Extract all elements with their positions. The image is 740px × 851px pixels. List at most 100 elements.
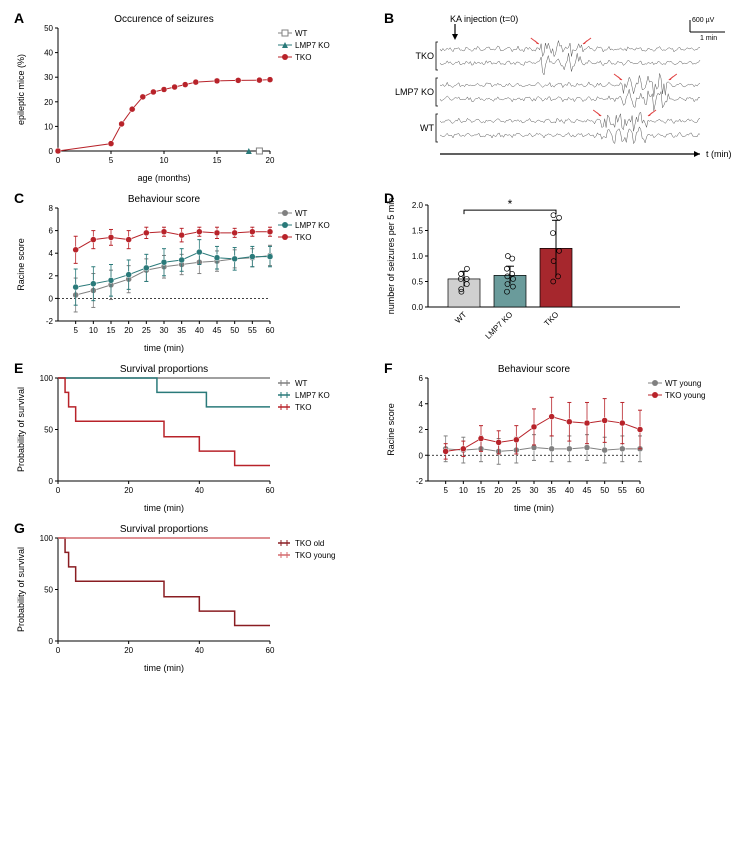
svg-text:600 µV: 600 µV [692,17,715,24]
svg-text:20: 20 [44,98,53,107]
svg-text:40: 40 [195,646,204,655]
panel-C: C Behaviour score-2024685101520253035404… [10,190,380,360]
svg-text:4: 4 [49,249,54,258]
svg-text:LMP7 KO: LMP7 KO [484,310,515,341]
svg-text:TKO young: TKO young [665,391,705,400]
svg-text:0: 0 [49,477,54,486]
svg-text:WT young: WT young [665,379,701,388]
svg-text:60: 60 [266,326,275,335]
svg-text:Survival proportions: Survival proportions [120,524,208,535]
svg-text:LMP7 KO: LMP7 KO [295,41,330,50]
panel-E: E Survival proportions0501000204060time … [10,360,380,520]
chart-D: 0.00.51.01.52.0number of seizures per 5 … [380,190,700,355]
panel-G: G Survival proportions0501000204060time … [10,520,380,680]
svg-text:60: 60 [636,486,645,495]
svg-text:15: 15 [213,156,222,165]
svg-text:5: 5 [73,326,78,335]
svg-text:TKO: TKO [295,53,311,62]
svg-text:Behaviour score: Behaviour score [498,364,571,375]
chart-F: Behaviour score-202465101520253035404550… [380,360,730,515]
svg-text:0: 0 [49,294,54,303]
svg-text:30: 30 [44,73,53,82]
panel-label-F: F [384,360,393,376]
svg-text:100: 100 [40,374,54,383]
chart-A: Occurence of seizures0102030405005101520… [10,10,360,185]
svg-text:number of seizures per 5 min: number of seizures per 5 min [386,198,396,315]
svg-text:1.0: 1.0 [412,252,424,261]
eeg-traces: KA injection (t=0)600 µV1 minTKOLMP7 KOW… [380,10,740,185]
svg-text:WT: WT [420,123,434,133]
svg-text:30: 30 [530,486,539,495]
svg-text:Behaviour score: Behaviour score [128,194,201,205]
svg-text:35: 35 [177,326,186,335]
svg-text:TKO: TKO [295,233,311,242]
svg-text:45: 45 [583,486,592,495]
svg-text:WT: WT [453,310,468,325]
svg-text:8: 8 [49,204,54,213]
svg-text:2.0: 2.0 [412,201,424,210]
svg-text:60: 60 [266,646,275,655]
svg-text:WT: WT [295,209,308,218]
svg-text:30: 30 [160,326,169,335]
svg-text:t (min): t (min) [706,149,732,159]
svg-text:15: 15 [107,326,116,335]
panel-B: B KA injection (t=0)600 µV1 minTKOLMP7 K… [380,10,740,190]
svg-text:5: 5 [109,156,114,165]
svg-text:0: 0 [56,156,61,165]
svg-text:KA injection (t=0): KA injection (t=0) [450,14,518,24]
chart-G: Survival proportions0501000204060time (m… [10,520,360,675]
svg-text:40: 40 [195,326,204,335]
svg-text:40: 40 [565,486,574,495]
svg-text:25: 25 [142,326,151,335]
svg-text:WT: WT [295,379,308,388]
svg-text:1 min: 1 min [700,35,717,42]
svg-text:5: 5 [443,486,448,495]
svg-text:Occurence of seizures: Occurence of seizures [114,14,214,25]
panel-label-B: B [384,10,394,26]
svg-text:Probability of survival: Probability of survival [16,547,26,632]
svg-text:10: 10 [459,486,468,495]
svg-text:time (min): time (min) [144,343,184,353]
panel-label-G: G [14,520,25,536]
svg-text:40: 40 [195,486,204,495]
svg-text:25: 25 [512,486,521,495]
svg-text:LMP7 KO: LMP7 KO [295,221,330,230]
svg-text:time (min): time (min) [144,503,184,513]
svg-text:0.0: 0.0 [412,303,424,312]
svg-text:0: 0 [56,646,61,655]
svg-text:time (min): time (min) [144,663,184,673]
panel-label-C: C [14,190,24,206]
svg-text:Racine score: Racine score [16,238,26,291]
svg-text:age (months): age (months) [137,173,190,183]
panel-label-A: A [14,10,24,26]
svg-text:10: 10 [89,326,98,335]
svg-text:15: 15 [477,486,486,495]
svg-text:TKO: TKO [542,310,560,328]
svg-text:-2: -2 [416,477,424,486]
svg-text:Survival proportions: Survival proportions [120,364,208,375]
svg-text:WT: WT [295,29,308,38]
chart-C: Behaviour score-202468510152025303540455… [10,190,360,355]
svg-text:6: 6 [419,374,424,383]
svg-text:20: 20 [124,326,133,335]
svg-text:50: 50 [44,586,53,595]
svg-text:50: 50 [600,486,609,495]
svg-text:50: 50 [230,326,239,335]
panel-label-D: D [384,190,394,206]
svg-text:100: 100 [40,534,54,543]
svg-text:50: 50 [44,24,53,33]
svg-text:-2: -2 [46,317,54,326]
svg-text:0: 0 [49,147,54,156]
svg-text:20: 20 [266,156,275,165]
svg-text:TKO: TKO [295,403,311,412]
svg-text:0: 0 [56,486,61,495]
svg-text:10: 10 [44,122,53,131]
svg-text:Racine score: Racine score [386,403,396,456]
svg-text:55: 55 [618,486,627,495]
svg-text:35: 35 [547,486,556,495]
svg-text:20: 20 [124,486,133,495]
svg-text:2: 2 [419,426,424,435]
svg-text:10: 10 [160,156,169,165]
svg-text:2: 2 [49,272,54,281]
svg-text:6: 6 [49,227,54,236]
